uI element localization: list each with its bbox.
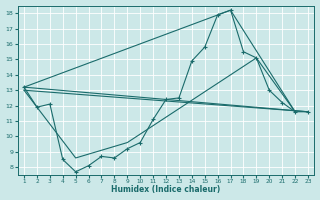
X-axis label: Humidex (Indice chaleur): Humidex (Indice chaleur): [111, 185, 221, 194]
